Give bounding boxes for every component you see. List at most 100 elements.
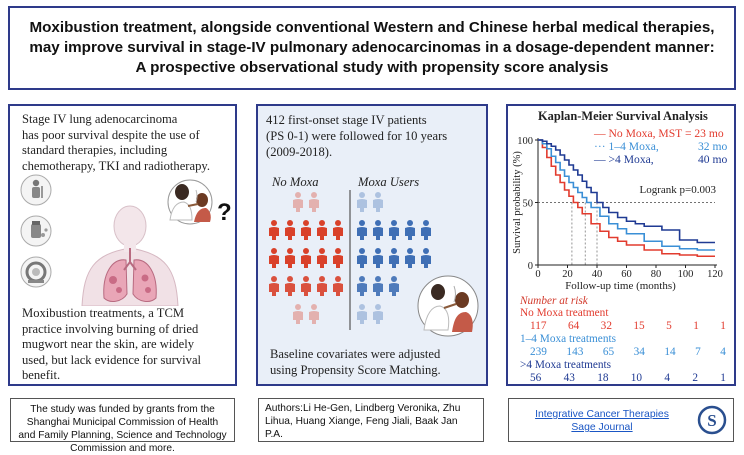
moxibustion-description: Moxibustion treatments, a TCM practice i… — [22, 306, 234, 384]
methods-panel: 412 first-onset stage IV patients (PS 0-… — [256, 104, 488, 386]
risk-value: 14 — [664, 346, 676, 358]
person-icon — [285, 248, 295, 268]
person-icon — [357, 192, 367, 212]
risk-value: 56 — [530, 372, 542, 384]
doctor-icon — [20, 174, 52, 206]
person-icon — [373, 220, 383, 240]
outro-line: practice involving burning of dried — [22, 321, 199, 336]
risk-value: 117 — [530, 320, 547, 332]
person-icon — [269, 276, 279, 296]
person-icon — [317, 276, 327, 296]
y-tick-label: 100 — [517, 136, 533, 147]
journal-box: Integrative Cancer Therapies Sage Journa… — [508, 398, 734, 442]
risk-value: 65 — [602, 346, 615, 358]
risk-value: 34 — [633, 346, 645, 358]
person-icon — [269, 248, 279, 268]
person-icon — [309, 304, 319, 324]
treatment-illustration — [417, 275, 479, 337]
authors-text: Authors:Li He-Gen, Lindberg Veronika, Zh… — [265, 403, 461, 440]
legend-1-4-moxa: ··· 1–4 Moxa, 32 mo — [594, 140, 727, 153]
sage-logo-icon: S — [697, 405, 727, 435]
x-tick-label: 20 — [562, 269, 573, 280]
journal-link[interactable]: Integrative Cancer Therapies — [535, 409, 669, 420]
intro-line: Stage IV lung adenocarcinoma — [22, 112, 178, 126]
x-axis-label: Follow-up time (months) — [565, 280, 676, 292]
risk-row-no-moxa: 117 64 32 15 5 1 1 — [520, 320, 726, 332]
intro-line: chemotherapy, TKI and radiotherapy. — [22, 158, 211, 173]
x-tick-label: 120 — [707, 269, 723, 280]
risk-value: 64 — [567, 320, 580, 332]
x-tick-label: 80 — [651, 269, 662, 280]
risk-value: 1 — [720, 372, 726, 384]
legend-marker: ··· — [594, 140, 606, 153]
person-icon — [301, 276, 311, 296]
person-icon — [405, 220, 415, 240]
logrank-annotation: Logrank p=0.003 — [640, 184, 717, 196]
x-tick-label: 40 — [592, 269, 603, 280]
patient-pictogram — [269, 190, 479, 337]
x-tick-label: 100 — [678, 269, 694, 280]
intro-line: 412 first-onset stage IV patients — [266, 113, 427, 127]
risk-value: 7 — [695, 346, 701, 358]
legend-no-moxa: — No Moxa, MST = 23 mo — [594, 128, 724, 140]
risk-value: 5 — [666, 320, 672, 332]
methods-intro: 412 first-onset stage IV patients (PS 0-… — [266, 112, 484, 160]
lung-illustration: ? — [20, 174, 232, 306]
x-tick-label: 60 — [621, 269, 632, 280]
risk-header: Number at risk — [520, 295, 588, 307]
intro-line: standard therapies, including — [22, 143, 168, 157]
legend-value: 40 mo — [698, 153, 728, 166]
risk-group-label: >4 Moxa treatments — [520, 359, 612, 371]
person-icon — [333, 276, 343, 296]
risk-row-over-4-moxa: 56 43 18 10 4 2 1 — [520, 372, 726, 384]
person-icon — [357, 248, 367, 268]
background-panel: Stage IV lung adenocarcinoma has poor su… — [8, 104, 237, 386]
person-icon — [389, 220, 399, 240]
person-icon — [317, 220, 327, 240]
legend-marker: — — [594, 127, 606, 140]
km-curve-1 — [538, 139, 715, 258]
question-mark: ? — [217, 199, 232, 226]
person-icon — [309, 192, 319, 212]
risk-group-label: 1–4 Moxa treatments — [520, 333, 617, 345]
risk-value: 4 — [664, 372, 671, 384]
risk-group-label: No Moxa treatment — [520, 307, 609, 319]
y-tick-label: 0 — [528, 261, 533, 272]
title-line-3: A prospective observational study with p… — [135, 59, 609, 76]
risk-value: 10 — [630, 372, 643, 384]
person-icon — [333, 248, 343, 268]
person-icon — [421, 248, 431, 268]
legend-label: >4 Moxa, — [608, 153, 654, 166]
sage-logo-letter: S — [707, 411, 716, 430]
outro-line: using Propensity Score Matching. — [270, 363, 441, 377]
outro-line: used, but lack evidence for survival — [22, 352, 202, 367]
person-icon — [333, 220, 343, 240]
x-tick-label: 0 — [535, 269, 540, 280]
person-icon — [421, 220, 431, 240]
legend-label: 1–4 Moxa, — [608, 140, 659, 153]
funding-box: The study was funded by grants from the … — [10, 398, 235, 454]
publisher-link[interactable]: Sage Journal — [571, 422, 633, 433]
km-curve-3 — [538, 139, 715, 244]
background-intro: Stage IV lung adenocarcinoma has poor su… — [22, 112, 234, 174]
person-icon — [301, 220, 311, 240]
km-curve-2 — [538, 139, 715, 251]
person-icon — [357, 304, 367, 324]
person-icon — [373, 304, 383, 324]
risk-row-1-4-moxa: 239 143 65 34 14 7 4 — [520, 346, 726, 358]
legend-value: 32 mo — [698, 140, 728, 153]
risk-value: 43 — [563, 372, 575, 384]
risk-value: 1 — [693, 320, 699, 332]
outro-line: benefit. — [22, 368, 61, 382]
person-icon — [285, 220, 295, 240]
practitioner-illustration — [167, 179, 213, 225]
scanner-icon — [20, 256, 52, 288]
title-line-2: may improve survival in stage-IV pulmona… — [29, 39, 715, 56]
title-line-1: Moxibustion treatment, alongside convent… — [29, 19, 715, 36]
person-icon — [285, 276, 295, 296]
person-icon — [405, 248, 415, 268]
person-icon — [389, 276, 399, 296]
risk-value: 239 — [530, 346, 547, 358]
legend-over-4-moxa: — >4 Moxa, 40 mo — [594, 153, 727, 166]
